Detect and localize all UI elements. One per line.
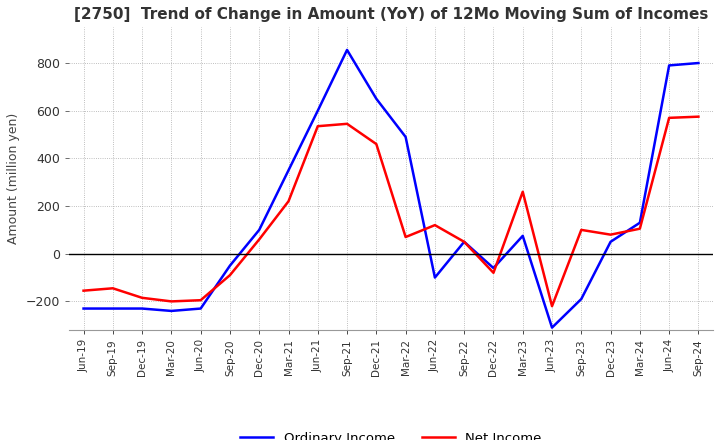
Net Income [577,227,585,232]
Net Income [313,124,322,129]
Net Income [138,295,146,301]
Ordinary Income [109,306,117,311]
Ordinary Income [577,297,585,302]
Ordinary Income [665,63,673,68]
Line: Ordinary Income: Ordinary Income [84,50,698,328]
Net Income [606,232,615,237]
Ordinary Income [460,239,469,245]
Ordinary Income [255,227,264,232]
Ordinary Income [313,108,322,114]
Net Income [548,304,557,309]
Ordinary Income [197,306,205,311]
Ordinary Income [431,275,439,280]
Net Income [460,239,469,245]
Ordinary Income [138,306,146,311]
Ordinary Income [489,265,498,271]
Y-axis label: Amount (million yen): Amount (million yen) [7,113,20,244]
Net Income [167,299,176,304]
Net Income [694,114,703,119]
Net Income [343,121,351,126]
Net Income [636,226,644,231]
Ordinary Income [636,220,644,225]
Ordinary Income [518,233,527,238]
Net Income [79,288,88,293]
Ordinary Income [225,263,234,268]
Net Income [197,297,205,303]
Net Income [401,235,410,240]
Ordinary Income [606,239,615,245]
Net Income [665,115,673,121]
Net Income [489,270,498,275]
Ordinary Income [343,47,351,52]
Ordinary Income [401,134,410,139]
Ordinary Income [694,60,703,66]
Title: [2750]  Trend of Change in Amount (YoY) of 12Mo Moving Sum of Incomes: [2750] Trend of Change in Amount (YoY) o… [73,7,708,22]
Ordinary Income [372,96,381,102]
Net Income [255,237,264,242]
Ordinary Income [79,306,88,311]
Legend: Ordinary Income, Net Income: Ordinary Income, Net Income [235,427,546,440]
Net Income [225,272,234,278]
Net Income [431,223,439,228]
Net Income [518,189,527,194]
Ordinary Income [284,168,293,173]
Ordinary Income [167,308,176,314]
Net Income [284,198,293,204]
Net Income [109,286,117,291]
Ordinary Income [548,325,557,330]
Line: Net Income: Net Income [84,117,698,306]
Net Income [372,141,381,147]
